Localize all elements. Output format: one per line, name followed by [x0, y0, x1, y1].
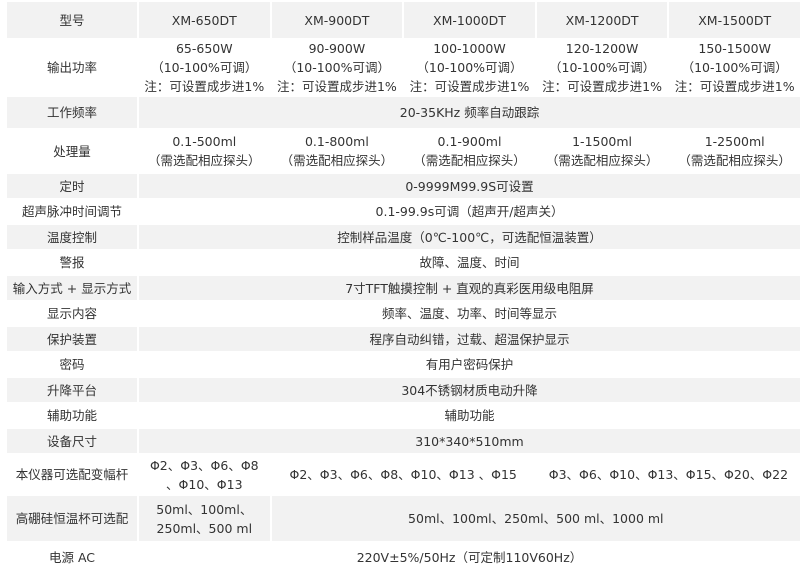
horn-cell: Φ2、Φ3、Φ6、Φ8 、Φ10、Φ13: [139, 454, 270, 495]
power-note: 注：可设置成步进1%: [409, 79, 530, 94]
row-value: 程序自动纠错，过载、超温保护显示: [139, 327, 800, 351]
capacity-range: 1-2500ml: [704, 134, 765, 149]
model-name: XM-1500DT: [669, 2, 800, 38]
power-range: 100-1000W: [433, 41, 506, 56]
model-name: XM-1200DT: [536, 2, 668, 38]
horn-options-line: 、Φ10、Φ13: [166, 476, 243, 492]
power-cell: 100-1000W （10-100%可调） 注：可设置成步进1%: [404, 39, 535, 96]
row-value: 0-9999M99.9S可设置: [139, 174, 800, 198]
row-value: 0.1-99.9s可调（超声开/超声关）: [375, 204, 564, 219]
capacity-cell: 0.1-800ml （需选配相应探头）: [272, 129, 403, 173]
power-cell: 150-1500W （10-100%可调） 注：可设置成步进1%: [669, 39, 800, 96]
row-label: 密码: [59, 357, 85, 372]
row-label: 高硼硅恒温杯可选配: [7, 496, 137, 541]
spec-row: 显示内容 频率、温度、功率、时间等显示: [7, 301, 800, 326]
capacity-cell: 1-2500ml （需选配相应探头）: [669, 129, 800, 173]
capacity-note: （需选配相应探头）: [545, 153, 659, 168]
row-value: 310*340*510mm: [139, 429, 800, 453]
capacity-row: 处理量 0.1-500ml （需选配相应探头） 0.1-800ml （需选配相应探头…: [7, 129, 800, 173]
power-note: 注：可设置成步进1%: [542, 79, 662, 94]
cup-cell: 50ml、100ml、250ml、500 ml、1000 ml: [271, 496, 800, 541]
row-value: 304不锈钢材质电动升降: [139, 378, 800, 402]
model-row: 型号 XM-650DT XM-900DT XM-1000DT XM-1200DT…: [7, 2, 800, 38]
frequency-row: 工作频率 20-35KHz 频率自动跟踪: [7, 97, 800, 128]
row-label: 保护装置: [7, 327, 137, 351]
supply-row: 电源 AC 220V±5%/50Hz（可定制110V60Hz）: [7, 542, 800, 572]
spec-row: 密码 有用户密码保护: [7, 352, 800, 377]
model-name: XM-650DT: [139, 2, 270, 38]
power-range: 90-900W: [308, 41, 366, 56]
model-name: XM-1000DT: [404, 2, 535, 38]
power-adjust: （10-100%可调）: [151, 60, 258, 75]
row-label: 升降平台: [7, 378, 137, 402]
capacity-note: （需选配相应探头）: [413, 153, 526, 168]
power-cell: 90-900W （10-100%可调） 注：可设置成步进1%: [272, 39, 403, 96]
row-label: 辅助功能: [46, 408, 97, 423]
spec-row: 温度控制 控制样品温度（0℃-100℃，可选配恒温装置）: [7, 225, 800, 249]
row-label: 输出功率: [46, 60, 97, 75]
power-cell: 65-650W （10-100%可调） 注：可设置成步进1%: [139, 39, 270, 96]
power-note: 注：可设置成步进1%: [674, 79, 795, 94]
capacity-range: 1-1500ml: [572, 134, 633, 149]
spec-row: 定时 0-9999M99.9S可设置: [7, 174, 800, 198]
capacity-note: （需选配相应探头）: [148, 153, 261, 168]
spec-row: 超声脉冲时间调节 0.1-99.9s可调（超声开/超声关）: [7, 199, 800, 224]
row-value: 频率、温度、功率、时间等显示: [381, 306, 557, 321]
capacity-note: （需选配相应探头）: [280, 153, 394, 168]
horn-row: 本仪器可选配变幅杆 Φ2、Φ3、Φ6、Φ8 、Φ10、Φ13 Φ2、Φ3、Φ6、Φ…: [7, 454, 800, 495]
power-adjust: （10-100%可调）: [283, 60, 390, 75]
power-range: 150-1500W: [698, 41, 771, 56]
power-cell: 120-1200W （10-100%可调） 注：可设置成步进1%: [537, 39, 668, 96]
cup-options-line: 50ml、100ml、: [156, 501, 253, 517]
row-label: 电源 AC: [48, 549, 96, 565]
cup-row: 高硼硅恒温杯可选配 50ml、100ml、 250ml、500 ml 50ml、1…: [7, 496, 800, 541]
row-value: 控制样品温度（0℃-100℃，可选配恒温装置）: [139, 225, 800, 249]
power-adjust: （10-100%可调）: [416, 60, 523, 75]
cup-cell: 50ml、100ml、 250ml、500 ml: [139, 496, 270, 541]
row-label: 工作频率: [7, 97, 137, 128]
capacity-range: 0.1-500ml: [172, 134, 237, 149]
power-range: 65-650W: [175, 41, 233, 56]
horn-options-line: Φ2、Φ3、Φ6、Φ8: [149, 457, 259, 473]
capacity-cell: 0.1-900ml （需选配相应探头）: [404, 129, 535, 173]
spec-row: 升降平台 304不锈钢材质电动升降: [7, 378, 800, 402]
row-label: 警报: [59, 255, 85, 270]
power-note: 注：可设置成步进1%: [276, 79, 397, 94]
spec-row: 保护装置 程序自动纠错，过载、超温保护显示: [7, 327, 800, 351]
spec-row: 辅助功能 辅助功能: [7, 403, 800, 428]
row-label: 设备尺寸: [7, 429, 137, 453]
capacity-cell: 1-1500ml （需选配相应探头）: [537, 129, 668, 173]
power-adjust: （10-100%可调）: [549, 60, 656, 75]
row-value: 220V±5%/50Hz（可定制110V60Hz）: [356, 549, 583, 565]
row-label: 温度控制: [7, 225, 137, 249]
row-value: 故障、温度、时间: [419, 255, 520, 270]
power-range: 120-1200W: [565, 41, 639, 56]
row-label: 处理量: [53, 143, 91, 159]
row-label: 超声脉冲时间调节: [21, 204, 122, 219]
row-label: 输入方式 + 显示方式: [7, 276, 137, 300]
capacity-range: 0.1-900ml: [437, 134, 502, 149]
spec-row: 设备尺寸 310*340*510mm: [7, 429, 800, 453]
row-label: 定时: [7, 174, 137, 198]
horn-cell: Φ3、Φ6、Φ10、Φ13、Φ15、Φ20、Φ22: [548, 467, 789, 482]
horn-cell: Φ2、Φ3、Φ6、Φ8、Φ10、Φ13 、Φ15: [289, 467, 517, 482]
capacity-range: 0.1-800ml: [304, 134, 369, 149]
cup-options-line: 250ml、500 ml: [156, 520, 253, 536]
spec-row: 警报 故障、温度、时间: [7, 250, 800, 275]
row-label: 本仪器可选配变幅杆: [15, 467, 129, 482]
row-label: 型号: [7, 2, 137, 38]
row-value: 辅助功能: [444, 408, 495, 423]
power-note: 注：可设置成步进1%: [144, 79, 265, 94]
model-name: XM-900DT: [271, 2, 403, 38]
spec-row: 输入方式 + 显示方式 7寸TFT触摸控制 + 直观的真彩医用级电阻屏: [7, 276, 800, 300]
capacity-note: （需选配相应探头）: [678, 153, 791, 168]
power-adjust: （10-100%可调）: [681, 60, 788, 75]
row-value: 20-35KHz 频率自动跟踪: [139, 97, 800, 128]
row-value: 有用户密码保护: [425, 357, 514, 372]
spec-table: 型号 XM-650DT XM-900DT XM-1000DT XM-1200DT…: [5, 1, 800, 573]
row-value: 7寸TFT触摸控制 + 直观的真彩医用级电阻屏: [139, 276, 800, 300]
row-label: 显示内容: [46, 306, 97, 321]
power-row: 输出功率 65-650W （10-100%可调） 注：可设置成步进1% 90-900…: [7, 39, 800, 96]
capacity-cell: 0.1-500ml （需选配相应探头）: [139, 129, 270, 173]
